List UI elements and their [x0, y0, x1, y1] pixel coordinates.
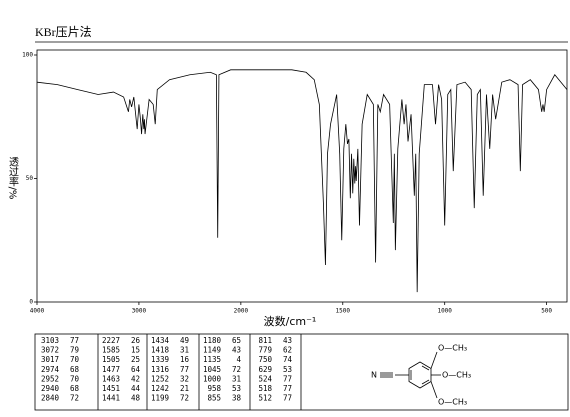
- peak-transmittance: 49: [180, 336, 189, 345]
- peak-transmittance: 70: [70, 355, 80, 364]
- peak-transmittance: 4: [236, 355, 241, 364]
- table-frame: [34, 333, 569, 411]
- peak-transmittance: 25: [131, 355, 140, 364]
- peak-transmittance: 70: [70, 374, 80, 383]
- peak-wavenumber: 518: [258, 384, 272, 393]
- peak-wavenumber: 779: [258, 346, 272, 355]
- methoxy-label: O—CH₃: [442, 371, 471, 380]
- peak-transmittance: 72: [70, 394, 79, 403]
- peak-transmittance: 42: [131, 374, 140, 383]
- peak-wavenumber: 855: [207, 394, 221, 403]
- peak-wavenumber: 1199: [151, 394, 169, 403]
- bond: [430, 351, 438, 369]
- peak-transmittance: 31: [232, 374, 241, 383]
- peak-transmittance: 53: [232, 384, 241, 393]
- bond: [421, 365, 430, 371]
- peak-wavenumber: 2940: [41, 384, 60, 393]
- bond: [430, 381, 438, 399]
- peak-wavenumber: 1000: [203, 374, 222, 383]
- peak-wavenumber: 811: [258, 336, 272, 345]
- peak-transmittance: 48: [131, 394, 141, 403]
- peak-transmittance: 68: [70, 384, 80, 393]
- peak-wavenumber: 512: [258, 394, 272, 403]
- x-tick-label: 1000: [437, 308, 452, 315]
- peak-transmittance: 77: [283, 384, 292, 393]
- peak-transmittance: 44: [131, 384, 141, 393]
- peak-transmittance: 65: [232, 336, 241, 345]
- peak-transmittance: 32: [180, 374, 189, 383]
- peak-transmittance: 43: [232, 346, 241, 355]
- y-tick-label: 100: [22, 52, 33, 59]
- peak-wavenumber: 750: [258, 355, 272, 364]
- peak-transmittance: 62: [283, 346, 292, 355]
- peak-wavenumber: 1252: [151, 374, 169, 383]
- peak-wavenumber: 1434: [151, 336, 170, 345]
- peak-wavenumber: 958: [207, 384, 221, 393]
- peak-wavenumber: 1135: [203, 355, 221, 364]
- peak-wavenumber: 2840: [41, 394, 60, 403]
- peak-transmittance: 38: [232, 394, 242, 403]
- peak-wavenumber: 1045: [203, 365, 221, 374]
- peak-wavenumber: 1180: [203, 336, 222, 345]
- y-axis-label: 透过率/%: [7, 156, 19, 199]
- methoxy-label: O—CH₃: [438, 398, 467, 407]
- peak-transmittance: 68: [70, 365, 80, 374]
- x-tick-label: 2000: [234, 308, 249, 315]
- peak-wavenumber: 1463: [102, 374, 120, 383]
- x-tick-label: 500: [541, 308, 552, 315]
- plot-frame: [36, 49, 568, 303]
- peak-transmittance: 16: [180, 355, 190, 364]
- peak-wavenumber: 3072: [41, 346, 59, 355]
- peak-transmittance: 77: [283, 374, 292, 383]
- peak-wavenumber: 1339: [151, 355, 169, 364]
- x-axis-label: 波数/cm⁻¹: [264, 315, 317, 328]
- y-tick-label: 50: [26, 175, 34, 182]
- peak-transmittance: 15: [131, 346, 140, 355]
- peak-wavenumber: 1451: [102, 384, 120, 393]
- peak-wavenumber: 1418: [151, 346, 170, 355]
- peak-transmittance: 53: [283, 365, 292, 374]
- peak-transmittance: 26: [131, 336, 141, 345]
- peak-transmittance: 43: [283, 336, 292, 345]
- peak-transmittance: 77: [283, 394, 292, 403]
- peak-wavenumber: 1505: [102, 355, 120, 364]
- peak-wavenumber: 524: [258, 374, 272, 383]
- peak-transmittance: 77: [180, 365, 189, 374]
- peak-wavenumber: 1441: [102, 394, 120, 403]
- peak-wavenumber: 629: [258, 365, 272, 374]
- structure: [380, 351, 441, 399]
- peak-transmittance: 79: [70, 346, 79, 355]
- peak-transmittance: 72: [232, 365, 241, 374]
- peak-transmittance: 77: [70, 336, 79, 345]
- x-tick-label: 3000: [132, 308, 147, 315]
- methoxy-label: O—CH₃: [438, 344, 467, 353]
- peak-wavenumber: 3103: [41, 336, 59, 345]
- peak-transmittance: 74: [283, 355, 293, 364]
- peak-transmittance: 72: [180, 394, 189, 403]
- bond: [421, 379, 430, 385]
- peak-transmittance: 21: [180, 384, 189, 393]
- peak-wavenumber: 1477: [102, 365, 120, 374]
- peak-wavenumber: 2952: [41, 374, 59, 383]
- peak-wavenumber: 1242: [151, 384, 169, 393]
- benzene-ring: [408, 361, 432, 389]
- chart-title: KBr压片法: [35, 25, 92, 39]
- peak-wavenumber: 3017: [41, 355, 59, 364]
- peak-wavenumber: 2227: [102, 336, 120, 345]
- peak-wavenumber: 1149: [203, 346, 221, 355]
- peak-transmittance: 64: [131, 365, 141, 374]
- spectrum-line: [36, 69, 568, 293]
- nitrile-label: N: [371, 371, 377, 380]
- peak-wavenumber: 1585: [102, 346, 120, 355]
- y-tick-label: 0: [29, 299, 33, 306]
- x-tick-label: 4000: [30, 308, 45, 315]
- x-tick-label: 1500: [336, 308, 351, 315]
- peak-wavenumber: 1316: [151, 365, 170, 374]
- peak-transmittance: 31: [180, 346, 189, 355]
- peak-wavenumber: 2974: [41, 365, 60, 374]
